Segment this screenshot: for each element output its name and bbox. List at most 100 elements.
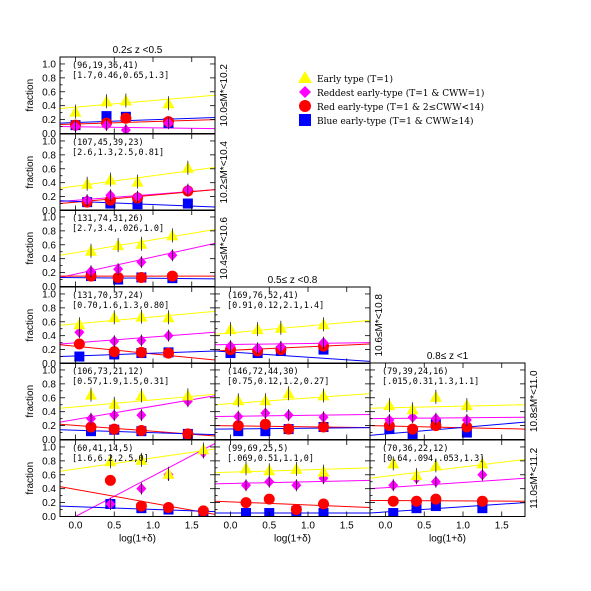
- fit-line-blue: [370, 421, 525, 436]
- x-tick-label: 0.5: [107, 521, 121, 532]
- panel-params: [2.7,3.4,.026,1.0]: [72, 224, 164, 234]
- panel-params: [0.75,0.12,1.2,0.27]: [227, 377, 329, 387]
- x-tick-label: 0.0: [69, 521, 83, 532]
- row-mass-label: 10.0≤M*<10.2: [219, 64, 230, 127]
- fit-line-early: [370, 404, 525, 409]
- x-tick-label: 1.5: [495, 521, 509, 532]
- blue-square-point: [182, 198, 193, 209]
- y-tick-label: 0.0: [42, 206, 56, 217]
- red-circle-point: [120, 112, 132, 124]
- red-circle-point: [85, 421, 97, 433]
- panel-counts: (96,19,36,41): [72, 61, 139, 71]
- panel-params: [0.57,1.9,1.5,0.31]: [72, 377, 169, 387]
- y-axis-label: fraction: [25, 156, 36, 189]
- x-tick-label: 1.5: [340, 521, 354, 532]
- fit-lines: [60, 94, 215, 130]
- y-tick-label: 0.8: [42, 226, 56, 237]
- blue-square-point: [233, 426, 244, 437]
- panel-counts: (131,70,37,24): [72, 291, 144, 301]
- fit-line-red: [215, 343, 370, 352]
- y-tick-label: 0.6: [42, 240, 56, 251]
- legend-diamond-icon: [299, 86, 311, 98]
- fit-line-early: [370, 458, 525, 479]
- panel-2-5: 0.0 0.5 1.0 1.5 (70,36,22,12)[0.64,.094,.053…: [369, 439, 526, 545]
- red-circle-point: [387, 495, 399, 507]
- blue-square-point: [477, 503, 488, 514]
- y-tick-label: 0.6: [42, 87, 56, 98]
- panel-params: [0.70,1.6,1.3,0.80]: [72, 301, 169, 311]
- red-circle-point: [163, 347, 174, 359]
- fit-line-early: [60, 448, 215, 472]
- fit-line-blue: [60, 117, 215, 124]
- red-circle-point: [240, 497, 252, 509]
- x-tick-label: 0.5: [417, 521, 431, 532]
- markers: [232, 386, 330, 437]
- panel-counts: (79,39,24,16): [382, 367, 449, 377]
- y-tick-label: 0.0: [42, 129, 56, 140]
- x-tick-label: 1.0: [301, 521, 315, 532]
- panel-1-5: 0.0 0.5 1.0 1.5 (99,69,25,5)[.069,0.51,1.1,0…: [214, 439, 371, 545]
- red-circle-point: [112, 271, 124, 283]
- x-tick-label: 1.0: [146, 521, 160, 532]
- fit-lines: [370, 404, 525, 436]
- y-tick-label: 1.0: [42, 365, 56, 376]
- legend-circle-icon: [299, 100, 311, 112]
- row-mass-label: 10.2≤M*<10.4: [219, 141, 230, 204]
- panel-frame: [369, 439, 526, 517]
- red-circle-point: [108, 423, 120, 435]
- y-tick-label: 0.4: [42, 484, 56, 495]
- y-tick-label: 0.4: [42, 407, 56, 418]
- fit-line-reddest: [60, 242, 215, 278]
- y-tick-label: 0.0: [42, 512, 56, 523]
- panel-1-4: (146,72,44,30)[0.75,0.12,1.2,0.27]: [214, 362, 371, 440]
- panel-0-0: 0.0 0.2 0.4 0.6 0.8 1.0 (96,19,36,41)[1.7,0.46…: [25, 56, 216, 140]
- y-tick-label: 0.2: [42, 115, 56, 126]
- blue-square-point: [260, 426, 271, 437]
- x-tick-label: 1.0: [456, 521, 470, 532]
- y-axis-label: fraction: [25, 462, 36, 495]
- panel-params: [.015,0.31,1.3,1.1]: [382, 377, 479, 387]
- y-tick-label: 0.2: [42, 498, 56, 509]
- fit-line-early: [60, 94, 215, 109]
- red-circle-point: [411, 495, 422, 507]
- y-tick-label: 0.0: [42, 359, 56, 370]
- y-tick-label: 0.4: [42, 331, 56, 342]
- markers: [85, 387, 194, 440]
- legend-square-icon: [299, 114, 311, 126]
- y-tick-label: 0.2: [42, 345, 56, 356]
- red-circle-point: [104, 474, 116, 486]
- y-tick-label: 0.8: [42, 303, 56, 314]
- red-circle-point: [430, 493, 442, 505]
- panel-counts: (99,69,25,5): [227, 444, 288, 454]
- y-tick-label: 0.4: [42, 178, 56, 189]
- fit-line-red: [60, 119, 215, 125]
- column-title: 0.8≤ z <1: [427, 351, 469, 362]
- fit-line-reddest: [60, 331, 215, 345]
- panel-counts: (107,45,39,23): [72, 138, 144, 148]
- markers: [383, 389, 473, 439]
- x-axis-label: log(1+δ): [274, 534, 311, 545]
- markers: [387, 456, 489, 517]
- fit-line-reddest: [75, 443, 215, 517]
- red-circle-point: [135, 346, 147, 358]
- panel-params: [1.7,0.46,0.65,1.3]: [72, 71, 169, 81]
- red-circle-point: [135, 424, 147, 436]
- panel-counts: (60,41,14,5): [72, 444, 133, 454]
- fit-line-red: [370, 425, 525, 430]
- fit-line-reddest: [370, 416, 525, 420]
- fit-line-blue: [215, 350, 370, 362]
- blue-square-point: [461, 427, 472, 438]
- x-tick-label: 0.5: [262, 521, 276, 532]
- red-circle-point: [263, 493, 275, 505]
- red-circle-point: [163, 501, 174, 513]
- y-tick-label: 0.6: [42, 470, 56, 481]
- x-axis-label: log(1+δ): [119, 534, 156, 545]
- y-tick-label: 0.8: [42, 379, 56, 390]
- y-tick-label: 0.4: [42, 254, 56, 265]
- markers: [104, 442, 210, 517]
- y-tick-label: 0.6: [42, 317, 56, 328]
- markers: [224, 317, 330, 359]
- red-circle-point: [73, 338, 85, 350]
- blue-square-point: [132, 199, 143, 210]
- y-tick-label: 0.2: [42, 192, 56, 203]
